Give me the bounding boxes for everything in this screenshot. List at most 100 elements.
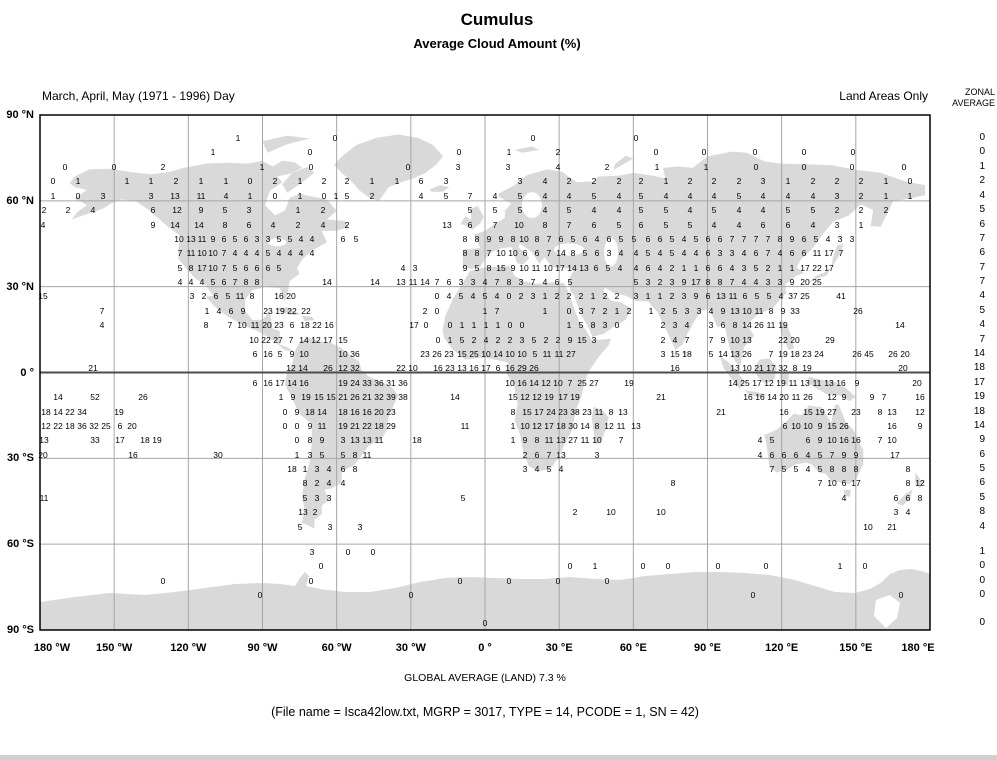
grid-cell-value: 5 <box>618 234 624 244</box>
grid-cell-value: 14 <box>53 407 63 417</box>
grid-cell-value: 14 <box>529 378 539 388</box>
grid-cell-value: 5 <box>669 234 675 244</box>
grid-cell-value: 4 <box>90 205 96 215</box>
grid-cell-value: 26 <box>323 363 333 373</box>
grid-cell-value: 4 <box>810 220 816 230</box>
grid-cell-value: 4 <box>309 234 315 244</box>
grid-cell-value: 0 <box>62 162 68 172</box>
grid-cell-value: 4 <box>693 248 699 258</box>
grid-cell-value: 17 <box>534 407 544 417</box>
grid-cell-value: 4 <box>616 191 622 201</box>
grid-cell-value: 4 <box>657 248 663 258</box>
grid-cell-value: 8 <box>307 435 313 445</box>
grid-cell-value: 3 <box>633 291 639 301</box>
grid-cell-value: 7 <box>729 234 735 244</box>
grid-cell-value: 18 <box>374 421 384 431</box>
grid-cell-value: 8 <box>203 320 209 330</box>
grid-cell-value: 10 <box>174 234 184 244</box>
grid-cell-value: 10 <box>481 349 491 359</box>
grid-cell-value: 6 <box>150 205 156 215</box>
grid-cell-value: 3 <box>357 522 363 532</box>
grid-cell-value: 13 <box>442 220 452 230</box>
grid-cell-value: 21 <box>716 407 726 417</box>
grid-cell-value: 32 <box>89 421 99 431</box>
grid-cell-value: 22 <box>362 421 372 431</box>
grid-cell-value: 4 <box>542 176 548 186</box>
grid-cell-value: 1 <box>302 464 308 474</box>
grid-cell-value: 3 <box>594 450 600 460</box>
grid-cell-value: 14 <box>450 392 460 402</box>
grid-cell-value: 8 <box>462 234 468 244</box>
grid-cell-value: 18 <box>556 421 566 431</box>
grid-cell-value: 5 <box>645 248 651 258</box>
grid-cell-value: 6 <box>243 234 249 244</box>
grid-cell-value: 11 <box>460 421 470 431</box>
grid-cell-value: 6 <box>905 493 911 503</box>
grid-cell-value: 20 <box>800 277 810 287</box>
grid-cell-value: 2 <box>173 176 179 186</box>
grid-cell-value: 8 <box>768 306 774 316</box>
grid-cell-value: 9 <box>290 392 296 402</box>
grid-cell-value: 1 <box>482 306 488 316</box>
grid-cell-value: 4 <box>708 306 714 316</box>
grid-cell-value: 2 <box>522 450 528 460</box>
grid-cell-value: 13 <box>457 363 467 373</box>
grid-cell-value: 2 <box>616 176 622 186</box>
grid-cell-value: 20 <box>790 335 800 345</box>
grid-cell-value: 10 <box>803 421 813 431</box>
grid-cell-value: 1 <box>369 176 375 186</box>
grid-cell-value: 11 <box>250 320 260 330</box>
grid-cell-value: 7 <box>741 234 747 244</box>
grid-cell-value: 8 <box>590 320 596 330</box>
grid-cell-value: 20 <box>898 363 908 373</box>
grid-cell-value: 5 <box>458 291 464 301</box>
grid-cell-value: 10 <box>197 248 207 258</box>
grid-cell-value: 6 <box>805 435 811 445</box>
grid-cell-value: 22 <box>778 335 788 345</box>
grid-cell-value: 3 <box>696 306 702 316</box>
grid-cell-value: 18 <box>41 407 51 417</box>
zonal-average-value: 6 <box>979 449 985 460</box>
grid-cell-value: 6 <box>785 220 791 230</box>
grid-cell-value: 12 <box>41 421 51 431</box>
grid-cell-value: 37 <box>788 291 798 301</box>
grid-cell-value: 12 <box>520 392 530 402</box>
grid-cell-value: 3 <box>893 507 899 517</box>
grid-cell-value: 7 <box>729 277 735 287</box>
grid-cell-value: 5 <box>605 263 611 273</box>
grid-cell-value: 13 <box>362 435 372 445</box>
grid-cell-value: 7 <box>753 234 759 244</box>
grid-cell-value: 3 <box>834 191 840 201</box>
grid-cell-value: 31 <box>386 378 396 388</box>
grid-cell-value: 4 <box>542 277 548 287</box>
grid-cell-value: 7 <box>221 248 227 258</box>
grid-cell-value: 2 <box>657 277 663 287</box>
grid-cell-value: 2 <box>471 335 477 345</box>
grid-cell-value: 8 <box>777 234 783 244</box>
grid-cell-value: 0 <box>752 147 758 157</box>
grid-cell-value: 2 <box>765 263 771 273</box>
grid-cell-value: 39 <box>386 392 396 402</box>
grid-cell-value: 3 <box>309 547 315 557</box>
zonal-average-value: 18 <box>973 406 985 417</box>
grid-cell-value: 10 <box>863 522 873 532</box>
grid-cell-value: 2 <box>883 205 889 215</box>
grid-cell-value: 18 <box>412 435 422 445</box>
grid-cell-value: 10 <box>553 378 563 388</box>
grid-cell-value: 5 <box>276 234 282 244</box>
zonal-average-value: 0 <box>979 575 985 586</box>
grid-cell-value: 2 <box>344 220 350 230</box>
grid-cell-value: 5 <box>546 464 552 474</box>
grid-cell-value: 26 <box>432 349 442 359</box>
grid-cell-value: 11 <box>616 421 626 431</box>
longitude-tick-label: 30 °E <box>545 642 573 654</box>
grid-cell-value: 13 <box>631 421 641 431</box>
grid-cell-value: 10 <box>742 363 752 373</box>
longitude-tick-label: 180 °W <box>33 642 71 654</box>
grid-cell-value: 6 <box>657 234 663 244</box>
grid-cell-value: 5 <box>810 205 816 215</box>
grid-cell-value: 4 <box>736 205 742 215</box>
grid-cell-value: 11 <box>317 421 327 431</box>
grid-cell-value: 0 <box>282 407 288 417</box>
grid-cell-value: 0 <box>408 590 414 600</box>
